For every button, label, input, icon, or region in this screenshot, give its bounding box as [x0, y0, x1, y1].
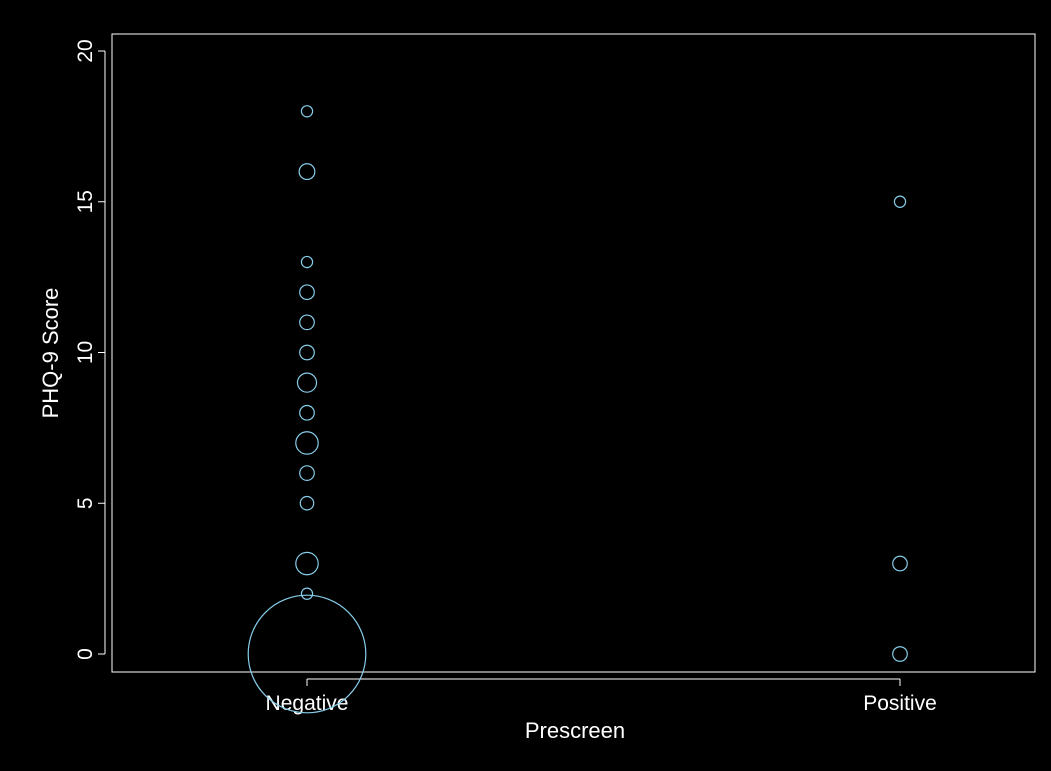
y-tick-label: 10 [74, 341, 97, 364]
data-point [299, 465, 315, 481]
x-tick-label: Negative [266, 692, 349, 715]
data-point [298, 163, 316, 181]
data-point [892, 646, 908, 662]
data-point [295, 551, 319, 576]
data-point [299, 344, 315, 361]
data-point [300, 105, 314, 118]
data-point [300, 255, 314, 269]
data-point [299, 314, 315, 331]
data-point [299, 495, 315, 511]
y-tick-label: 5 [74, 497, 97, 509]
data-point [296, 372, 318, 393]
data-point [247, 594, 367, 714]
data-point [892, 555, 908, 572]
data-point [893, 195, 907, 208]
plot-frame [111, 33, 1036, 673]
data-points [247, 105, 908, 714]
y-axis: 0 5 10 15 20 [74, 39, 106, 660]
x-axis-label: Prescreen [525, 718, 625, 743]
data-point [300, 587, 314, 600]
y-tick-label: 20 [74, 39, 97, 62]
x-tick-label: Positive [863, 692, 937, 715]
y-tick-label: 15 [74, 190, 97, 213]
y-tick-label: 0 [74, 648, 97, 660]
y-axis-label: PHQ-9 Score [38, 288, 63, 419]
data-point [299, 404, 315, 421]
data-point [295, 431, 319, 455]
data-point [299, 284, 315, 301]
